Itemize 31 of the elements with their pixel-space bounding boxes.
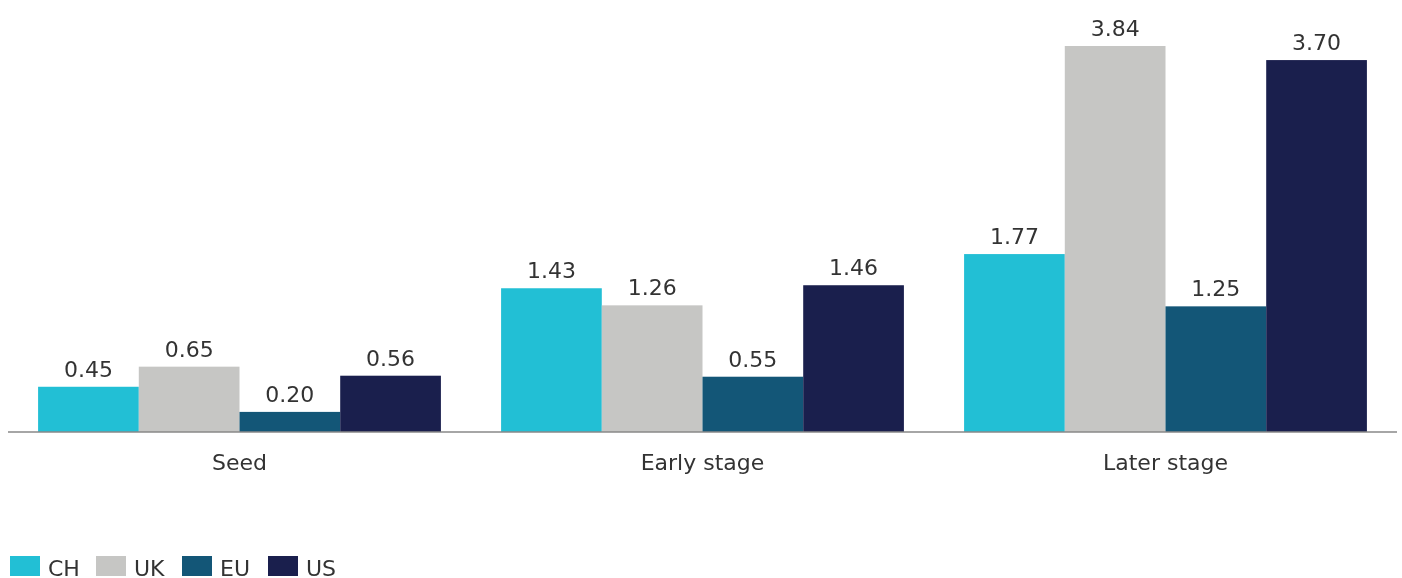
legend-label: US <box>306 556 337 578</box>
x-tick-label: Later stage <box>1102 450 1229 475</box>
data-label: 0.56 <box>366 345 416 371</box>
bar <box>239 411 341 432</box>
legend-label: UK <box>134 556 166 578</box>
bar <box>38 386 139 432</box>
data-label: 1.26 <box>627 275 677 301</box>
bar <box>601 305 703 432</box>
data-label: 1.43 <box>526 258 576 284</box>
bar <box>803 285 904 432</box>
bar <box>1165 306 1267 432</box>
bar <box>1266 60 1367 432</box>
data-label: 0.55 <box>728 346 778 372</box>
x-tick-label: Seed <box>212 450 267 475</box>
data-label: 3.70 <box>1292 30 1342 56</box>
data-label: 1.77 <box>989 224 1039 250</box>
bar <box>1064 46 1166 432</box>
data-label: 3.84 <box>1090 16 1140 41</box>
bar <box>964 254 1065 432</box>
legend-label: CH <box>48 556 80 578</box>
bar <box>501 288 602 432</box>
data-label: 0.20 <box>265 381 315 407</box>
bar <box>340 375 441 432</box>
x-tick-label: Early stage <box>640 450 765 475</box>
data-label: 0.65 <box>164 336 214 362</box>
data-label: 1.46 <box>829 255 879 281</box>
data-label: 0.45 <box>63 356 113 382</box>
data-label: 1.25 <box>1191 276 1241 302</box>
legend-label: EU <box>220 556 251 578</box>
bar <box>138 366 240 432</box>
bar <box>702 376 804 432</box>
